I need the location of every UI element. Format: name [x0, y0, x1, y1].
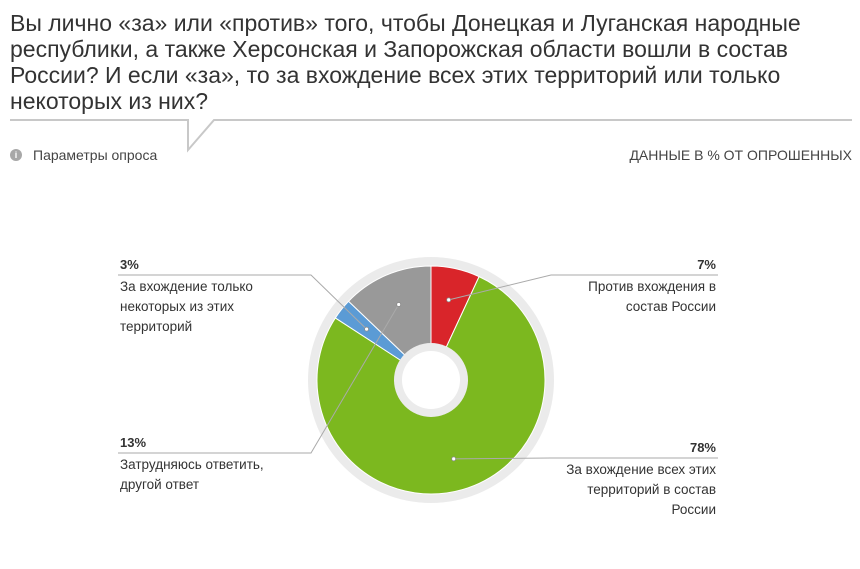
leader-dot	[364, 326, 370, 332]
slice-category-label: За вхождение только	[120, 279, 253, 294]
leader-dot	[451, 456, 457, 462]
chart-title: Вы лично «за» или «против» того, чтобы Д…	[10, 10, 801, 114]
slice-percent-label: 7%	[697, 257, 716, 272]
slice-category-label: некоторых из этих	[120, 299, 234, 314]
info-icon: i	[10, 149, 22, 161]
slice-category-label: Против вхождения в	[588, 279, 716, 294]
survey-parameters-label: Параметры опроса	[33, 147, 158, 163]
leader-line	[448, 274, 718, 301]
survey-parameters-link[interactable]: i Параметры опроса	[10, 147, 157, 163]
slice-category-label: России	[671, 502, 716, 517]
leader-line	[453, 457, 718, 460]
title-divider	[10, 119, 852, 153]
slice-percent-label: 3%	[120, 257, 139, 272]
slice-category-label: территорий	[120, 319, 192, 334]
slice-category-label: территорий в состав	[587, 482, 716, 497]
slice-percent-label: 78%	[690, 440, 716, 455]
leader-dot	[396, 302, 402, 307]
slice-category-label: Затрудняюсь ответить,	[120, 457, 264, 472]
donut-hole	[402, 351, 460, 409]
units-note: ДАННЫЕ В % ОТ ОПРОШЕННЫХ	[629, 147, 852, 163]
slice-category-label: состав России	[626, 299, 716, 314]
leader-line	[118, 304, 400, 454]
slice-percent-label: 13%	[120, 435, 146, 450]
leader-line	[118, 274, 367, 330]
leader-dot	[446, 297, 452, 303]
slice-category-label: другой ответ	[120, 477, 199, 492]
slice-category-label: За вхождение всех этих	[566, 462, 716, 477]
